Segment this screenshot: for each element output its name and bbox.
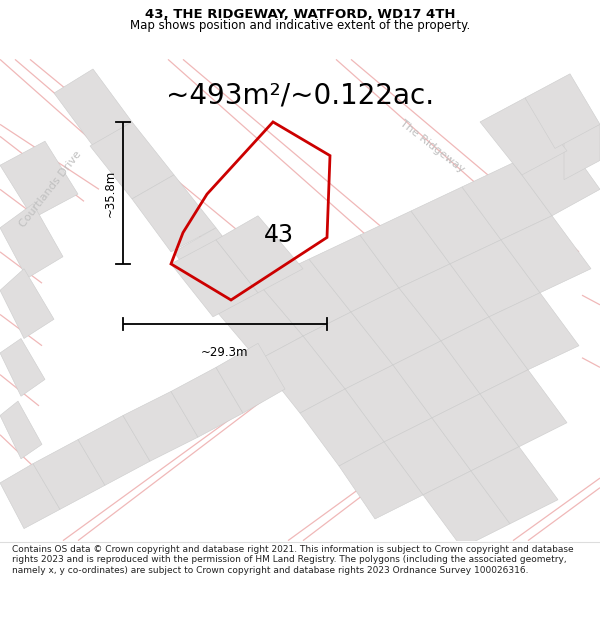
Polygon shape bbox=[393, 341, 480, 418]
Polygon shape bbox=[258, 336, 345, 413]
Polygon shape bbox=[78, 416, 150, 485]
Polygon shape bbox=[216, 343, 285, 413]
Polygon shape bbox=[351, 288, 441, 365]
Polygon shape bbox=[411, 187, 501, 264]
Polygon shape bbox=[123, 391, 198, 461]
Polygon shape bbox=[0, 269, 54, 339]
Text: 43, THE RIDGEWAY, WATFORD, WD17 4TH: 43, THE RIDGEWAY, WATFORD, WD17 4TH bbox=[145, 8, 455, 21]
Polygon shape bbox=[0, 141, 78, 218]
Polygon shape bbox=[441, 317, 528, 394]
Polygon shape bbox=[33, 439, 105, 509]
Polygon shape bbox=[513, 139, 600, 216]
Polygon shape bbox=[345, 365, 432, 442]
Polygon shape bbox=[339, 442, 423, 519]
Polygon shape bbox=[132, 175, 216, 252]
Text: Contains OS data © Crown copyright and database right 2021. This information is : Contains OS data © Crown copyright and d… bbox=[12, 545, 574, 575]
Polygon shape bbox=[423, 471, 510, 548]
Polygon shape bbox=[462, 163, 552, 240]
Polygon shape bbox=[213, 283, 303, 360]
Text: Map shows position and indicative extent of the property.: Map shows position and indicative extent… bbox=[130, 19, 470, 32]
Polygon shape bbox=[300, 389, 384, 466]
Polygon shape bbox=[303, 312, 393, 389]
Polygon shape bbox=[399, 264, 489, 341]
Polygon shape bbox=[171, 368, 243, 437]
Polygon shape bbox=[171, 240, 258, 317]
Polygon shape bbox=[174, 228, 258, 308]
Polygon shape bbox=[450, 240, 540, 317]
Polygon shape bbox=[309, 235, 399, 312]
Text: Courtlands Drive: Courtlands Drive bbox=[18, 149, 84, 229]
Polygon shape bbox=[480, 98, 567, 175]
Polygon shape bbox=[360, 211, 450, 288]
Polygon shape bbox=[216, 216, 303, 292]
Text: ~493m²/~0.122ac.: ~493m²/~0.122ac. bbox=[166, 81, 434, 109]
Text: ~29.3m: ~29.3m bbox=[201, 346, 249, 359]
Polygon shape bbox=[384, 418, 471, 495]
Polygon shape bbox=[54, 69, 132, 146]
Polygon shape bbox=[525, 74, 600, 148]
Polygon shape bbox=[0, 204, 63, 278]
Text: The Ridgeway: The Ridgeway bbox=[398, 118, 466, 174]
Polygon shape bbox=[489, 292, 579, 370]
Text: ~35.8m: ~35.8m bbox=[103, 169, 116, 216]
Polygon shape bbox=[0, 401, 42, 459]
Polygon shape bbox=[480, 370, 567, 447]
Polygon shape bbox=[432, 394, 519, 471]
Polygon shape bbox=[0, 464, 60, 529]
Polygon shape bbox=[258, 259, 351, 336]
Polygon shape bbox=[501, 216, 591, 292]
Polygon shape bbox=[471, 447, 558, 524]
Polygon shape bbox=[90, 122, 174, 199]
Polygon shape bbox=[564, 124, 600, 180]
Text: 43: 43 bbox=[264, 223, 294, 247]
Polygon shape bbox=[0, 339, 45, 396]
